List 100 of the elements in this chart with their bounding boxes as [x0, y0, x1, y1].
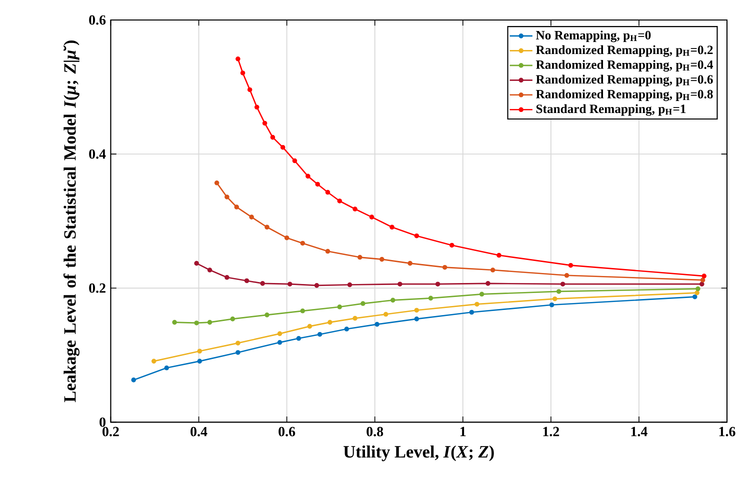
point [230, 316, 236, 322]
point [700, 282, 704, 286]
point [390, 224, 394, 230]
point [694, 290, 700, 296]
point [696, 286, 700, 292]
point [357, 254, 362, 260]
point [277, 331, 282, 336]
point [337, 198, 342, 204]
legend-label: No Remapping, p$_{H}$=0 [536, 30, 651, 42]
x-tick-label: 1 [460, 426, 466, 436]
point [296, 336, 302, 341]
point [344, 326, 350, 332]
point [307, 324, 312, 329]
x-tick-label: 0.8 [366, 426, 384, 436]
point [224, 194, 230, 200]
x-tick-label: 0.6 [278, 426, 296, 436]
x-tick-label: 1.2 [543, 426, 560, 436]
x-axis-title: Utility Level, I(X; Z) [344, 445, 494, 462]
point [556, 288, 562, 294]
point [264, 312, 270, 318]
x-tick-label: 1.4 [631, 426, 648, 436]
point [194, 260, 199, 266]
point [236, 340, 240, 346]
legend-label: Standard Remapping, p$_{H}$=1 [536, 104, 686, 116]
point [383, 312, 388, 317]
point [435, 282, 440, 286]
point [568, 262, 574, 268]
point [236, 56, 240, 62]
point [249, 214, 254, 220]
point [197, 358, 202, 364]
point [214, 180, 220, 186]
y-tick-label: 0 [100, 417, 106, 427]
point [496, 252, 502, 258]
point [564, 272, 570, 278]
point [347, 282, 352, 288]
point [408, 260, 412, 266]
y-tick-label: 0.2 [89, 283, 106, 293]
point [442, 264, 448, 270]
x-tick-label: 0.4 [190, 426, 208, 436]
point [164, 365, 170, 370]
point [360, 301, 366, 306]
point [287, 282, 292, 286]
point [369, 214, 374, 220]
point [700, 278, 706, 282]
y-tick-label: 0.6 [89, 15, 106, 25]
point [244, 278, 250, 284]
point [284, 235, 290, 240]
point [207, 268, 212, 272]
point [549, 302, 554, 308]
legend-label: Randomized Remapping, p$_{H}$=0.4 [536, 60, 713, 72]
point [224, 274, 230, 280]
point [207, 320, 212, 325]
legend-label: Randomized Remapping, p$_{H}$=0.6 [536, 74, 713, 86]
point [234, 204, 240, 210]
point [172, 320, 177, 325]
point [552, 296, 558, 302]
point [277, 340, 282, 345]
point [398, 282, 402, 286]
point [264, 224, 270, 230]
point [254, 104, 260, 110]
point [390, 298, 396, 302]
point [314, 282, 320, 288]
point [374, 322, 380, 327]
point [414, 233, 420, 238]
point [236, 350, 240, 355]
point [292, 158, 298, 164]
point [325, 248, 330, 254]
point [247, 87, 252, 92]
point [469, 310, 474, 315]
point [325, 190, 330, 195]
point [262, 120, 268, 126]
point [315, 182, 320, 187]
point [300, 240, 306, 246]
legend-label: Randomized Remapping, p$_{H}$=0.2 [536, 45, 713, 57]
point [151, 358, 156, 364]
point [317, 332, 322, 337]
point [379, 256, 384, 262]
point [486, 280, 490, 286]
point [197, 348, 202, 354]
point [240, 70, 246, 76]
point [270, 134, 276, 140]
point [280, 144, 286, 150]
point [194, 320, 199, 326]
point [414, 308, 420, 313]
point [352, 316, 358, 321]
x-tick-label: 1.6 [719, 426, 736, 436]
point [428, 296, 434, 300]
point [352, 206, 358, 212]
point [337, 304, 342, 310]
point [479, 292, 484, 296]
point [692, 294, 698, 300]
point [328, 320, 332, 325]
point [560, 282, 566, 286]
point [306, 174, 310, 178]
point [490, 268, 496, 272]
point [300, 308, 306, 314]
point [474, 302, 480, 307]
x-tick-label: 0.2 [102, 426, 119, 436]
point [702, 274, 706, 278]
legend-label: Randomized Remapping, p$_{H}$=0.8 [536, 89, 713, 101]
